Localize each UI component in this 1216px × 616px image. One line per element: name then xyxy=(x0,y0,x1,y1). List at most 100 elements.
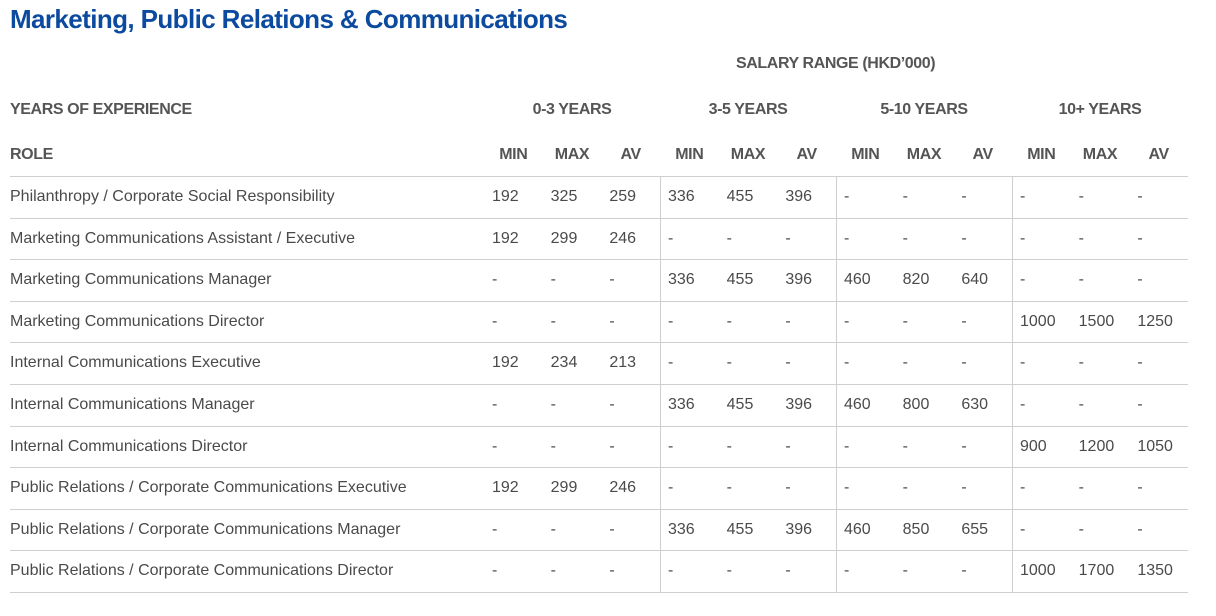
value-cell: - xyxy=(1020,229,1026,247)
row-rule xyxy=(10,550,1188,552)
column-header: AV xyxy=(620,146,642,163)
value-cell: 213 xyxy=(609,354,637,372)
value-cell: - xyxy=(902,188,908,205)
value-cell: - xyxy=(1137,520,1143,538)
row-rule xyxy=(10,259,1188,261)
value-cell: - xyxy=(902,354,908,372)
value-cell: 1200 xyxy=(1078,437,1115,455)
value-cell: - xyxy=(1020,396,1026,413)
value-cell: 640 xyxy=(961,271,989,289)
column-header: MIN xyxy=(499,146,528,163)
value-cell: - xyxy=(785,354,791,372)
value-cell: - xyxy=(609,437,615,455)
value-cell: 192 xyxy=(492,229,519,247)
value-cell: 259 xyxy=(609,188,637,205)
value-cell: - xyxy=(609,396,615,413)
row-rule xyxy=(10,384,1188,385)
group-header: 10+ YEARS xyxy=(1058,101,1142,118)
value-cell: - xyxy=(844,229,850,247)
value-cell: - xyxy=(550,437,556,455)
value-cell: 325 xyxy=(550,188,578,205)
value-cell: - xyxy=(1137,479,1143,497)
row-rule xyxy=(10,508,1188,510)
value-cell: - xyxy=(668,229,674,247)
value-cell: - xyxy=(1020,188,1026,205)
row-rule xyxy=(10,300,1188,302)
value-cell: 192 xyxy=(492,479,519,497)
salary-range-label: SALARY RANGE (HKD’000) xyxy=(736,55,936,72)
value-cell: - xyxy=(902,479,908,497)
value-cell: - xyxy=(1078,479,1084,497)
value-cell: - xyxy=(1020,520,1026,538)
role-cell: Marketing Communications Assistant / Exe… xyxy=(10,229,356,247)
value-cell: - xyxy=(726,437,732,455)
value-cell: - xyxy=(1078,229,1084,247)
value-cell: 455 xyxy=(726,396,754,413)
page-title: Marketing, Public Relations & Communicat… xyxy=(10,4,568,34)
role-cell: Philanthropy / Corporate Social Responsi… xyxy=(10,188,335,205)
value-cell: - xyxy=(1078,354,1084,372)
experience-label: YEARS OF EXPERIENCE xyxy=(10,101,192,118)
column-header: AV xyxy=(1148,146,1170,163)
value-cell: - xyxy=(1137,271,1143,289)
value-cell: 299 xyxy=(550,229,578,247)
value-cell: - xyxy=(1078,188,1084,205)
value-cell: - xyxy=(961,479,967,497)
value-cell: - xyxy=(550,520,556,538)
value-cell: - xyxy=(1078,271,1084,289)
value-cell: - xyxy=(844,188,850,205)
value-cell: 396 xyxy=(785,396,813,413)
value-cell: 850 xyxy=(902,520,930,538)
value-cell: - xyxy=(844,562,850,580)
value-cell: 1350 xyxy=(1137,562,1173,580)
value-cell: 299 xyxy=(550,479,578,497)
value-cell: 460 xyxy=(844,396,871,413)
value-cell: - xyxy=(902,437,908,455)
value-cell: - xyxy=(726,312,732,330)
value-cell: - xyxy=(961,437,967,455)
value-cell: 246 xyxy=(609,479,637,497)
value-cell: - xyxy=(492,562,498,580)
row-rule xyxy=(10,342,1188,344)
value-cell: - xyxy=(1020,271,1026,289)
value-cell: - xyxy=(668,354,674,372)
column-header: MAX xyxy=(730,146,766,163)
value-cell: - xyxy=(961,229,967,247)
role-cell: Marketing Communications Manager xyxy=(10,271,272,289)
value-cell: - xyxy=(492,271,498,289)
value-cell: 1000 xyxy=(1020,312,1056,330)
value-cell: 336 xyxy=(668,520,695,538)
value-cell: 630 xyxy=(961,396,989,413)
value-cell: - xyxy=(1137,188,1143,205)
value-cell: 455 xyxy=(726,188,754,205)
value-cell: - xyxy=(668,437,674,455)
value-cell: 396 xyxy=(785,188,813,205)
column-header: AV xyxy=(796,146,818,163)
role-cell: Public Relations / Corporate Communicati… xyxy=(10,479,407,497)
value-cell: 246 xyxy=(609,229,637,247)
role-cell: Public Relations / Corporate Communicati… xyxy=(10,562,394,580)
value-cell: 455 xyxy=(726,271,754,289)
value-cell: - xyxy=(609,520,615,538)
value-cell: - xyxy=(785,312,791,330)
value-cell: 336 xyxy=(668,188,695,205)
value-cell: - xyxy=(1078,520,1084,538)
row-rule xyxy=(10,467,1188,469)
value-cell: 336 xyxy=(668,396,695,413)
value-cell: - xyxy=(726,354,732,372)
value-cell: - xyxy=(844,312,850,330)
value-cell: - xyxy=(1020,479,1026,497)
value-cell: - xyxy=(668,312,674,330)
value-cell: 460 xyxy=(844,271,871,289)
value-cell: - xyxy=(668,562,674,580)
value-cell: 1700 xyxy=(1078,562,1115,580)
value-cell: - xyxy=(550,562,556,580)
value-cell: - xyxy=(726,479,732,497)
row-rule xyxy=(10,592,1188,593)
value-cell: 1500 xyxy=(1078,312,1115,330)
value-cell: 900 xyxy=(1020,437,1047,455)
value-cell: - xyxy=(726,562,732,580)
value-cell: - xyxy=(785,479,791,497)
value-cell: - xyxy=(961,188,967,205)
